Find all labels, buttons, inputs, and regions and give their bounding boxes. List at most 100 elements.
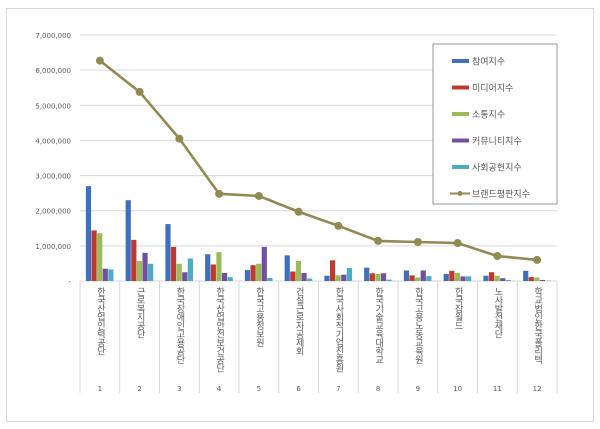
y-tick-label: 1,000,000 (35, 243, 71, 251)
category-label: 한국산업인력공단 (95, 287, 105, 356)
bar-참여지수 (443, 273, 449, 281)
y-tick-label: - (68, 278, 71, 286)
legend-swatch (452, 85, 469, 90)
bar-미디어지수 (131, 239, 137, 281)
bar-사회공헌지수 (386, 279, 392, 281)
y-tick-label: 5,000,000 (35, 102, 71, 110)
bar-사회공헌지수 (267, 277, 273, 281)
y-tick-label: 2,000,000 (35, 208, 71, 216)
bar-참여지수 (205, 254, 211, 281)
bar-참여지수 (244, 270, 251, 281)
category-number: 1 (98, 385, 102, 393)
bar-미디어지수 (170, 246, 177, 281)
category-label: 학교법인한국폴리텍 (532, 287, 542, 365)
bar-커뮤니티지수 (221, 272, 228, 281)
bar-소통지수 (415, 277, 421, 281)
bar-사회공헌지수 (108, 269, 114, 281)
category-number: 7 (336, 385, 340, 393)
bar-소통지수 (375, 273, 381, 281)
legend-label: 참여지수 (472, 56, 505, 68)
point-브랜드평판지수 (453, 239, 462, 248)
bar-사회공헌지수 (505, 279, 511, 281)
point-브랜드평판지수 (413, 237, 422, 246)
bar-참여지수 (85, 186, 92, 281)
category-number: 5 (257, 385, 261, 393)
category-number: 11 (493, 385, 502, 393)
bar-사회공헌지수 (346, 267, 352, 281)
bar-미디어지수 (449, 270, 455, 281)
point-브랜드평판지수 (493, 252, 502, 261)
bar-사회공헌지수 (426, 276, 432, 281)
legend-label: 커뮤니티지수 (472, 136, 522, 147)
category-number: 12 (533, 385, 542, 393)
bar-미디어지수 (290, 271, 296, 281)
bar-소통지수 (176, 263, 182, 281)
y-tick-label: 4,000,000 (35, 137, 71, 145)
bar-커뮤니티지수 (539, 279, 546, 281)
category-label: 노사발전재단 (492, 287, 502, 339)
bar-사회공헌지수 (307, 278, 313, 281)
bar-참여지수 (403, 270, 410, 281)
category-label: 한국잡월드 (453, 287, 463, 330)
category-label: 건설근로자공제회 (294, 287, 304, 357)
bar-소통지수 (454, 272, 461, 281)
bar-미디어지수 (329, 260, 336, 281)
bar-소통지수 (136, 260, 143, 281)
bar-커뮤니티지수 (341, 274, 347, 281)
bar-참여지수 (364, 267, 370, 281)
bar-소통지수 (97, 233, 103, 281)
bar-커뮤니티지수 (182, 272, 188, 281)
legend-box (432, 43, 558, 205)
point-브랜드평판지수 (254, 191, 263, 200)
legend-label: 소통지수 (472, 110, 505, 121)
bar-미디어지수 (409, 275, 415, 281)
bar-커뮤니티지수 (102, 268, 108, 281)
category-number: 4 (217, 385, 222, 393)
legend-marker (457, 191, 463, 196)
point-브랜드평판지수 (175, 134, 184, 143)
bar-참여지수 (165, 224, 171, 281)
category-number: 6 (296, 385, 301, 393)
bar-참여지수 (324, 275, 330, 281)
point-브랜드평판지수 (334, 221, 343, 230)
bar-소통지수 (534, 277, 540, 281)
category-number: 9 (416, 385, 420, 393)
legend-swatch (452, 138, 469, 143)
legend-swatch (452, 112, 469, 116)
bar-미디어지수 (528, 277, 534, 281)
category-label: 한국고용노동교육원 (413, 287, 423, 364)
bar-미디어지수 (250, 265, 256, 281)
bar-소통지수 (216, 252, 222, 281)
point-브랜드평판지수 (533, 255, 542, 264)
y-tick-label: 7,000,000 (35, 32, 71, 40)
bar-커뮤니티지수 (460, 276, 466, 281)
category-number: 3 (177, 385, 181, 393)
category-label: 한국기술교육대학교 (373, 287, 383, 364)
y-tick-label: 6,000,000 (35, 67, 71, 75)
category-label: 한국산업안전보건공단 (214, 287, 224, 373)
bar-사회공헌지수 (227, 277, 233, 281)
category-label: 한국사회적기업진흥원 (333, 287, 343, 373)
category-label: 한국고용정보원 (254, 287, 264, 347)
point-브랜드평판지수 (374, 236, 383, 245)
bar-미디어지수 (91, 230, 97, 281)
legend-swatch (452, 165, 469, 169)
bar-소통지수 (256, 263, 262, 281)
bar-사회공헌지수 (466, 276, 472, 281)
category-number: 8 (376, 385, 380, 393)
bar-소통지수 (494, 275, 500, 281)
bar-사회공헌지수 (148, 263, 154, 281)
point-브랜드평판지수 (294, 207, 303, 216)
category-label: 한국장애인고용공단 (174, 287, 184, 364)
bar-참여지수 (523, 270, 529, 281)
point-브랜드평판지수 (215, 189, 224, 198)
bar-참여지수 (284, 255, 290, 281)
legend-swatch (452, 59, 469, 63)
point-브랜드평판지수 (95, 56, 104, 65)
bar-커뮤니티지수 (301, 272, 307, 281)
legend-label: 브랜드평판지수 (472, 189, 530, 200)
bar-소통지수 (295, 260, 302, 281)
line-브랜드평판지수 (99, 59, 538, 262)
